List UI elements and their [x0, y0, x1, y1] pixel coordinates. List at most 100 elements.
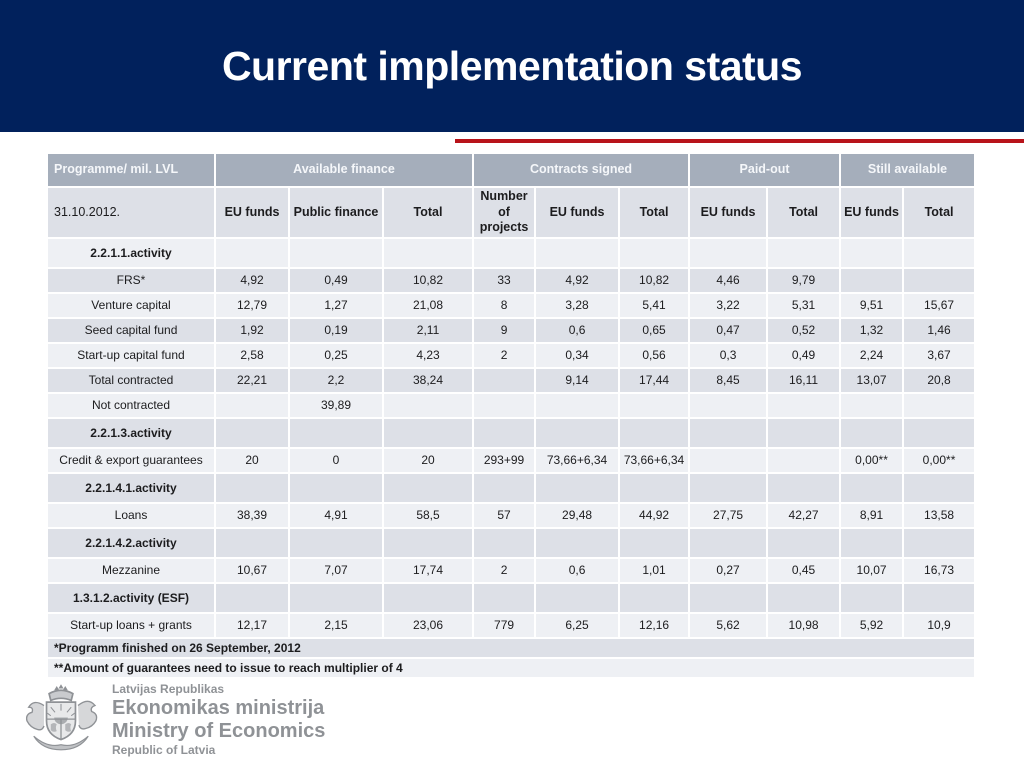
data-cell: 5,62: [690, 614, 767, 637]
table-row: FRS* 4,92 0,49 10,82 33 4,92 10,82 4,46 9,79: [48, 269, 975, 292]
row-label-cell: Start-up loans + grants: [48, 614, 214, 637]
data-cell: 0,6: [536, 559, 619, 582]
table-row: Not contracted 39,89: [48, 394, 975, 417]
data-cell: [216, 419, 288, 447]
data-cell: 4,92: [536, 269, 619, 292]
data-cell: 2,11: [384, 319, 473, 342]
implementation-status-table: Programme/ mil. LVL Available finance Cont…: [46, 152, 977, 679]
data-cell: [690, 394, 767, 417]
report-date-cell: 31.10.2012.: [48, 188, 214, 237]
data-cell: 17,74: [384, 559, 473, 582]
data-cell: [384, 394, 473, 417]
column-header-cell: Total: [768, 188, 840, 237]
data-cell: 73,66+6,34: [620, 449, 689, 472]
data-cell: [690, 474, 767, 502]
data-cell: [290, 584, 382, 612]
row-label-cell: 1.3.1.2.activity (ESF): [48, 584, 214, 612]
data-cell: [384, 419, 473, 447]
data-cell: [384, 584, 473, 612]
data-cell: 20: [384, 449, 473, 472]
data-cell: 0,25: [290, 344, 382, 367]
data-cell: 4,91: [290, 504, 382, 527]
data-cell: [474, 584, 535, 612]
data-cell: 10,9: [904, 614, 975, 637]
title-bar: Current implementation status: [0, 0, 1024, 132]
data-cell: 0,27: [690, 559, 767, 582]
logo-line-republic-of-latvia: Republic of Latvia: [112, 743, 216, 757]
data-cell: 38,24: [384, 369, 473, 392]
data-cell: [904, 394, 975, 417]
row-label-cell: Not contracted: [48, 394, 214, 417]
data-cell: [620, 239, 689, 267]
data-cell: 0,52: [768, 319, 840, 342]
data-cell: [384, 239, 473, 267]
data-cell: 6,25: [536, 614, 619, 637]
data-cell: [620, 529, 689, 557]
row-label-cell: Credit & export guarantees: [48, 449, 214, 472]
logo-line-latvijas-republikas: Latvijas Republikas: [112, 682, 225, 696]
data-cell: 3,28: [536, 294, 619, 317]
data-cell: [290, 529, 382, 557]
data-cell: 1,46: [904, 319, 975, 342]
row-label-cell: 2.2.1.3.activity: [48, 419, 214, 447]
data-cell: [690, 529, 767, 557]
data-cell: 9,51: [841, 294, 903, 317]
data-cell: [384, 474, 473, 502]
row-label-cell: Loans: [48, 504, 214, 527]
data-cell: 2,58: [216, 344, 288, 367]
data-cell: [841, 394, 903, 417]
column-header-cell: EU funds: [536, 188, 619, 237]
column-header-cell: EU funds: [841, 188, 903, 237]
data-cell: [216, 394, 288, 417]
group-header-cell: Still available: [841, 154, 975, 186]
row-label-cell: Venture capital: [48, 294, 214, 317]
data-cell: 0,45: [768, 559, 840, 582]
data-cell: [768, 584, 840, 612]
data-cell: 21,08: [384, 294, 473, 317]
data-cell: 10,82: [620, 269, 689, 292]
data-cell: 73,66+6,34: [536, 449, 619, 472]
data-cell: 1,92: [216, 319, 288, 342]
data-cell: [904, 529, 975, 557]
data-cell: 8,91: [841, 504, 903, 527]
ministry-logo: Latvijas Republikas Ekonomikas ministrij…: [18, 680, 325, 760]
table-row: Start-up loans + grants 12,17 2,15 23,06 779…: [48, 614, 975, 637]
data-cell: 5,31: [768, 294, 840, 317]
data-cell: 20,8: [904, 369, 975, 392]
data-cell: 8: [474, 294, 535, 317]
data-cell: 8,45: [690, 369, 767, 392]
data-cell: 2: [474, 559, 535, 582]
data-cell: [841, 474, 903, 502]
data-cell: 17,44: [620, 369, 689, 392]
data-cell: [290, 419, 382, 447]
data-cell: [768, 239, 840, 267]
ministry-logo-text: Latvijas Republikas Ekonomikas ministrij…: [112, 680, 325, 758]
footnote-cell: *Programm finished on 26 September, 2012: [48, 639, 975, 657]
data-cell: [216, 529, 288, 557]
data-cell: 4,23: [384, 344, 473, 367]
data-cell: 0,65: [620, 319, 689, 342]
data-cell: 7,07: [290, 559, 382, 582]
data-cell: 10,82: [384, 269, 473, 292]
group-header-cell: Paid-out: [690, 154, 840, 186]
data-cell: 9,14: [536, 369, 619, 392]
data-cell: [841, 419, 903, 447]
table-row: Loans 38,39 4,91 58,5 57 29,48 44,92 27,75 42,27…: [48, 504, 975, 527]
data-cell: 0,49: [290, 269, 382, 292]
data-cell: [474, 369, 535, 392]
data-cell: [768, 449, 840, 472]
data-cell: 0: [290, 449, 382, 472]
logo-line-ekonomikas-ministrija: Ekonomikas ministrija: [112, 697, 325, 719]
data-cell: [904, 474, 975, 502]
data-cell: [620, 474, 689, 502]
section-header-row: 2.2.1.1.activity: [48, 239, 975, 267]
data-cell: [474, 474, 535, 502]
table-row: Total contracted 22,21 2,2 38,24 9,14 17,44 8,…: [48, 369, 975, 392]
column-header-cell: EU funds: [216, 188, 288, 237]
data-cell: 57: [474, 504, 535, 527]
data-cell: [904, 239, 975, 267]
group-header-cell: Available finance: [216, 154, 473, 186]
data-cell: 779: [474, 614, 535, 637]
data-cell: [690, 419, 767, 447]
data-cell: [841, 239, 903, 267]
